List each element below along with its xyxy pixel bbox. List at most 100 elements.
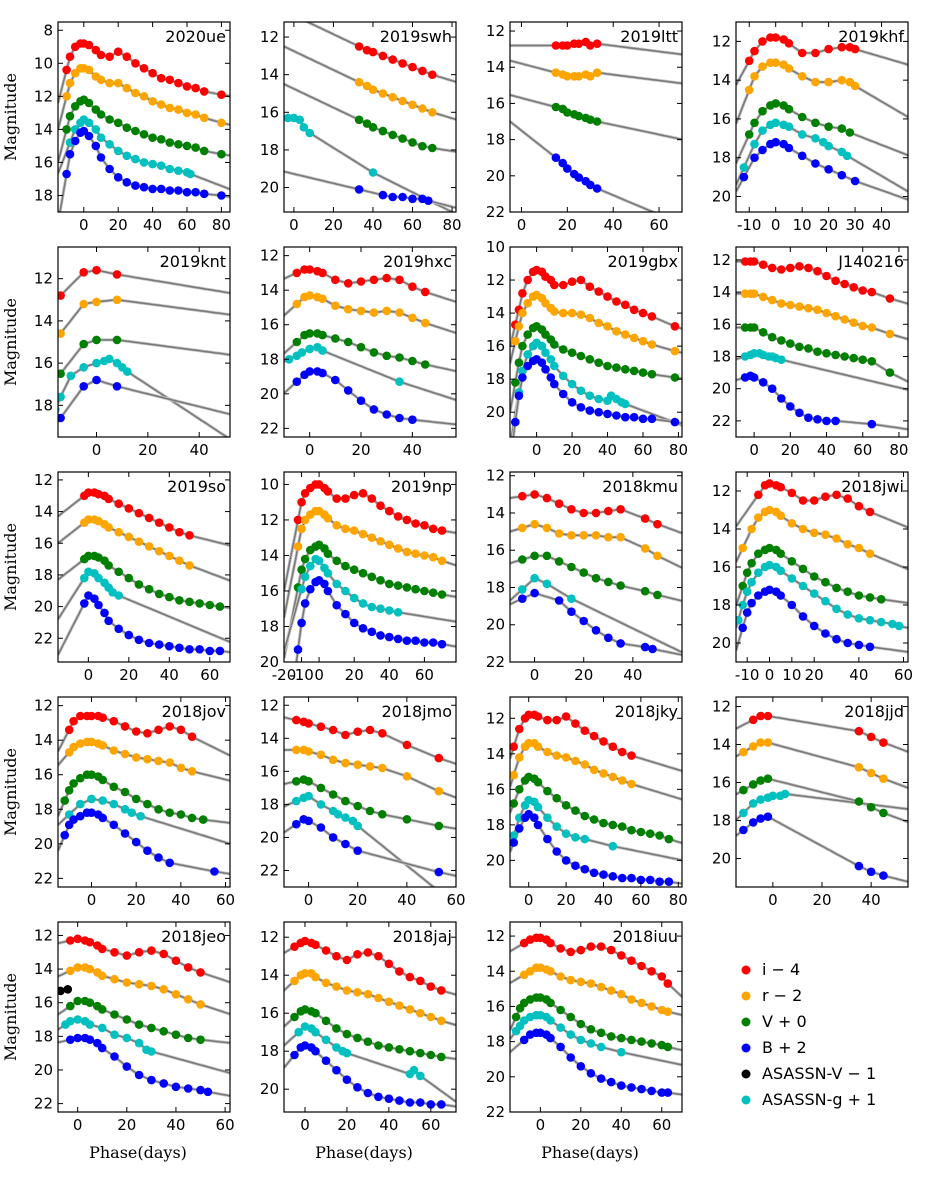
y-tick-label: 18 <box>712 812 731 830</box>
point-i <box>290 942 299 951</box>
point-r <box>854 543 864 553</box>
point-i <box>393 512 403 521</box>
panel-2019ltt: 0 20 40 60 12 14 16 18 20 22 2019ltt <box>486 21 683 234</box>
point-g <box>777 355 786 365</box>
point-r <box>356 306 366 316</box>
point-g <box>105 140 114 149</box>
point-i <box>771 33 780 42</box>
x-tick-label: 60 <box>216 1116 235 1134</box>
point-i <box>854 726 864 736</box>
panel-2018jjd: 0 20 40 12 14 16 18 20 2018jjd <box>712 696 909 909</box>
x-tick-label: 40 <box>143 216 162 234</box>
point-r <box>165 551 174 561</box>
point-r <box>368 85 378 94</box>
panel-2019swh: 0 20 40 60 80 12 14 16 18 20 2019swh <box>260 21 462 234</box>
point-V <box>645 829 655 838</box>
y-tick-label: 8 <box>43 21 53 39</box>
point-V <box>858 355 867 365</box>
x-tick-label: 10 <box>793 216 812 234</box>
point-r <box>109 746 119 755</box>
x-tick-label: 20 <box>109 216 128 234</box>
point-i <box>363 948 373 957</box>
point-i <box>552 715 561 725</box>
point-V <box>865 593 875 602</box>
point-V <box>510 799 518 808</box>
point-V <box>742 568 752 577</box>
point-r <box>586 72 595 81</box>
y-tick-label: 14 <box>486 304 505 322</box>
point-r <box>627 779 636 789</box>
point-i <box>627 751 636 760</box>
point-g <box>148 159 157 169</box>
point-V <box>849 353 858 363</box>
y-tick-label: 14 <box>260 281 279 299</box>
point-r <box>750 72 759 81</box>
point-V <box>62 125 71 134</box>
point-g <box>756 795 765 804</box>
point-B <box>585 406 595 415</box>
point-i <box>550 280 559 290</box>
point-B <box>98 813 107 823</box>
point-B <box>567 398 577 407</box>
point-B <box>349 618 359 628</box>
point-B <box>85 1035 95 1044</box>
model-curve-B <box>284 370 456 426</box>
panel-title: 2020ue <box>165 27 226 46</box>
point-B <box>533 820 543 830</box>
panel-frame <box>735 21 909 213</box>
point-V <box>195 599 204 608</box>
model-curve-B <box>510 592 682 656</box>
point-i <box>217 90 226 99</box>
point-r <box>376 537 385 546</box>
point-V <box>300 554 310 564</box>
point-i <box>69 716 78 726</box>
point-r <box>749 289 759 299</box>
point-B <box>112 382 122 391</box>
point-i <box>749 257 759 266</box>
point-g <box>533 802 543 812</box>
point-B <box>215 646 225 656</box>
point-B <box>131 181 140 190</box>
point-i <box>105 52 114 61</box>
y-tick-label: 14 <box>486 504 505 522</box>
y-tick-label: 20 <box>712 380 731 398</box>
panel-title: 2018jwi <box>841 477 904 496</box>
point-B <box>79 382 88 391</box>
point-V <box>530 551 539 561</box>
point-B <box>879 871 888 880</box>
point-V <box>147 1023 156 1033</box>
point-g <box>750 139 759 149</box>
point-B <box>183 1084 193 1093</box>
point-r <box>304 747 313 756</box>
point-V <box>574 111 584 121</box>
point-B <box>320 579 329 589</box>
point-B <box>580 864 590 874</box>
point-B <box>594 407 603 417</box>
point-B <box>321 1056 331 1065</box>
point-i <box>885 294 895 303</box>
point-B <box>579 616 588 626</box>
point-i <box>777 265 786 274</box>
point-r <box>784 64 794 73</box>
point-i <box>408 62 417 72</box>
y-tick-label: 22 <box>34 1095 53 1113</box>
point-i <box>591 508 601 518</box>
point-r <box>147 981 156 991</box>
x-tick-label: 0 <box>73 1116 83 1134</box>
point-i <box>156 73 166 83</box>
panel-title: J140216 <box>837 252 904 271</box>
point-V <box>292 777 301 786</box>
point-r <box>437 556 447 566</box>
point-B <box>100 608 109 618</box>
point-V <box>182 141 192 151</box>
x-tick-label: 0 <box>289 216 299 234</box>
point-g <box>341 586 350 596</box>
point-i <box>558 280 568 290</box>
point-g <box>876 617 886 627</box>
panel-title: 2019gbx <box>608 252 679 271</box>
point-V <box>653 590 662 600</box>
point-g <box>594 394 603 404</box>
point-V <box>376 576 385 585</box>
point-B <box>809 621 819 631</box>
point-V <box>405 1046 415 1056</box>
